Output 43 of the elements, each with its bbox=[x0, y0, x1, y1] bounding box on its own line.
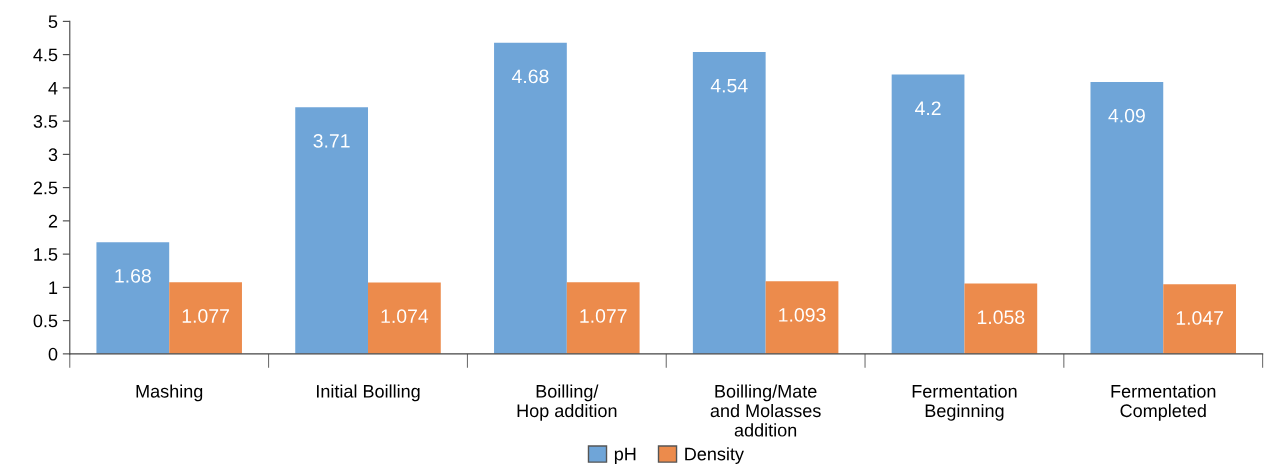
y-tick-label: 0 bbox=[48, 347, 58, 361]
data-label: 3.71 bbox=[313, 133, 350, 148]
bar bbox=[1090, 81, 1164, 354]
bar bbox=[566, 282, 640, 354]
data-label: 1.058 bbox=[977, 310, 1025, 325]
bar bbox=[1163, 284, 1237, 354]
y-tick-label: 4.5 bbox=[33, 48, 58, 62]
bar bbox=[96, 242, 170, 354]
data-label: 1.077 bbox=[580, 309, 627, 323]
bar bbox=[891, 74, 965, 354]
y-tick-label: 2 bbox=[48, 214, 58, 228]
bar bbox=[368, 282, 441, 354]
x-tick-label: Initial Boilling bbox=[316, 384, 420, 402]
bar bbox=[964, 283, 1038, 354]
data-label: 4.68 bbox=[511, 69, 549, 84]
y-tick-label: 1 bbox=[49, 281, 58, 294]
x-tick-label: Boilling/ Hop addition bbox=[517, 384, 617, 421]
y-tick-label: 3.5 bbox=[33, 115, 58, 128]
data-label: 1.077 bbox=[182, 309, 229, 323]
bar bbox=[692, 51, 766, 354]
x-tick-label: Boilling/Mate and Molasses addition bbox=[710, 384, 821, 437]
data-label: 1.047 bbox=[1176, 311, 1223, 325]
y-tick-label: 4 bbox=[48, 82, 58, 95]
x-tick-label: Fermentation Completed bbox=[1111, 384, 1216, 421]
x-tick-label: Mashing bbox=[136, 384, 203, 402]
legend-label: Density bbox=[685, 447, 744, 464]
x-tick-label: Fermentation Beginning bbox=[912, 384, 1017, 421]
bar bbox=[494, 42, 567, 354]
data-label: 4.09 bbox=[1108, 108, 1145, 123]
y-tick-label: 2.5 bbox=[33, 181, 58, 195]
legend-label: pH bbox=[614, 447, 636, 464]
y-tick-label: 3 bbox=[48, 148, 58, 162]
data-label: 4.2 bbox=[914, 101, 941, 115]
data-label: 1.093 bbox=[779, 308, 826, 322]
bar bbox=[295, 107, 369, 354]
data-label: 1.074 bbox=[381, 309, 429, 324]
data-label: 1.68 bbox=[115, 268, 151, 283]
bar bbox=[765, 281, 839, 354]
y-tick-label: 0.5 bbox=[33, 314, 58, 328]
data-label: 4.54 bbox=[710, 79, 748, 93]
bar bbox=[169, 282, 242, 354]
y-tick-label: 1.5 bbox=[34, 248, 58, 261]
y-tick-label: 5 bbox=[48, 15, 58, 29]
